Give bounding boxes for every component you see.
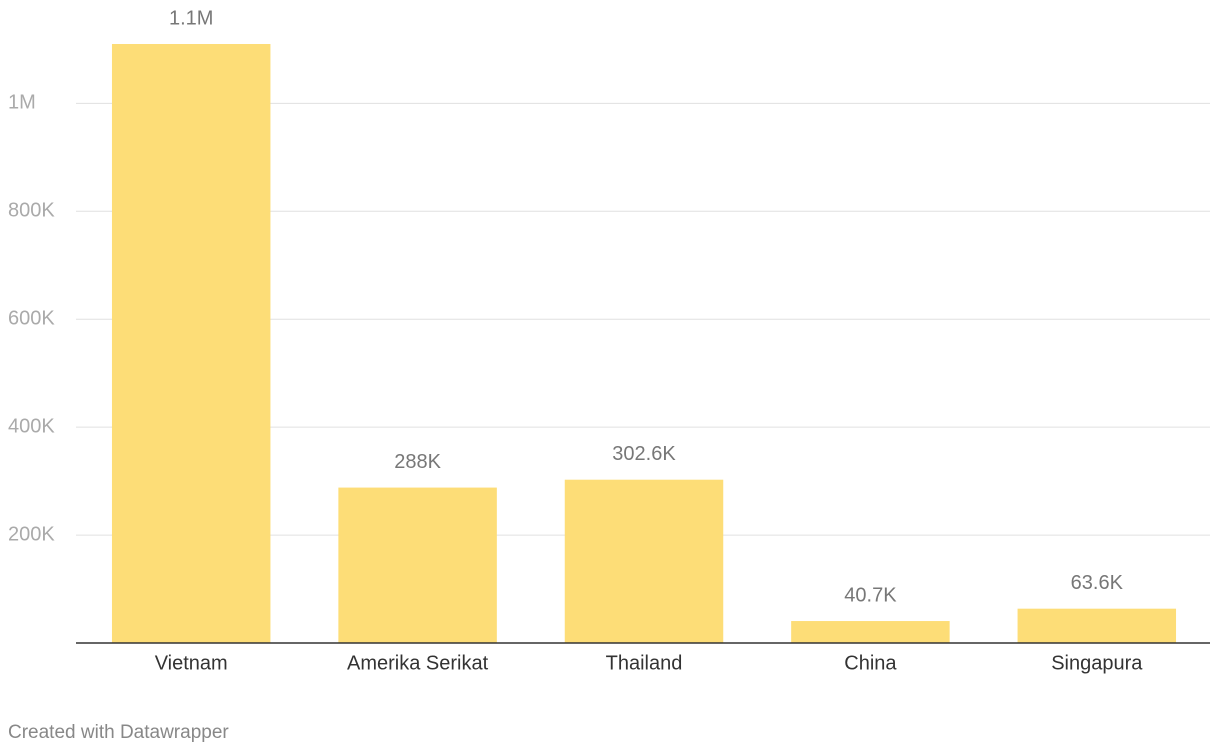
bar	[1017, 608, 1177, 643]
value-label: 40.7K	[844, 584, 897, 606]
bar	[111, 44, 271, 643]
footer: Created with Datawrapper	[8, 722, 229, 743]
x-tick-label: Singapura	[1051, 652, 1143, 674]
value-label: 1.1M	[169, 7, 213, 29]
bar	[564, 479, 724, 643]
y-tick-label: 400K	[8, 415, 55, 437]
x-tick-label: Thailand	[606, 652, 683, 674]
y-tick-label: 600K	[8, 307, 55, 329]
y-tick-label: 800K	[8, 200, 55, 222]
value-label: 63.6K	[1071, 572, 1124, 594]
bar	[791, 621, 950, 643]
value-label: 302.6K	[612, 443, 676, 465]
x-tick-label: Amerika Serikat	[347, 652, 489, 674]
x-tick-label: Vietnam	[155, 652, 228, 674]
x-tick-label: China	[844, 652, 897, 674]
bar	[338, 487, 497, 643]
y-tick-label: 200K	[8, 523, 55, 545]
value-label: 288K	[394, 451, 441, 473]
y-tick-label: 1M	[8, 92, 36, 114]
